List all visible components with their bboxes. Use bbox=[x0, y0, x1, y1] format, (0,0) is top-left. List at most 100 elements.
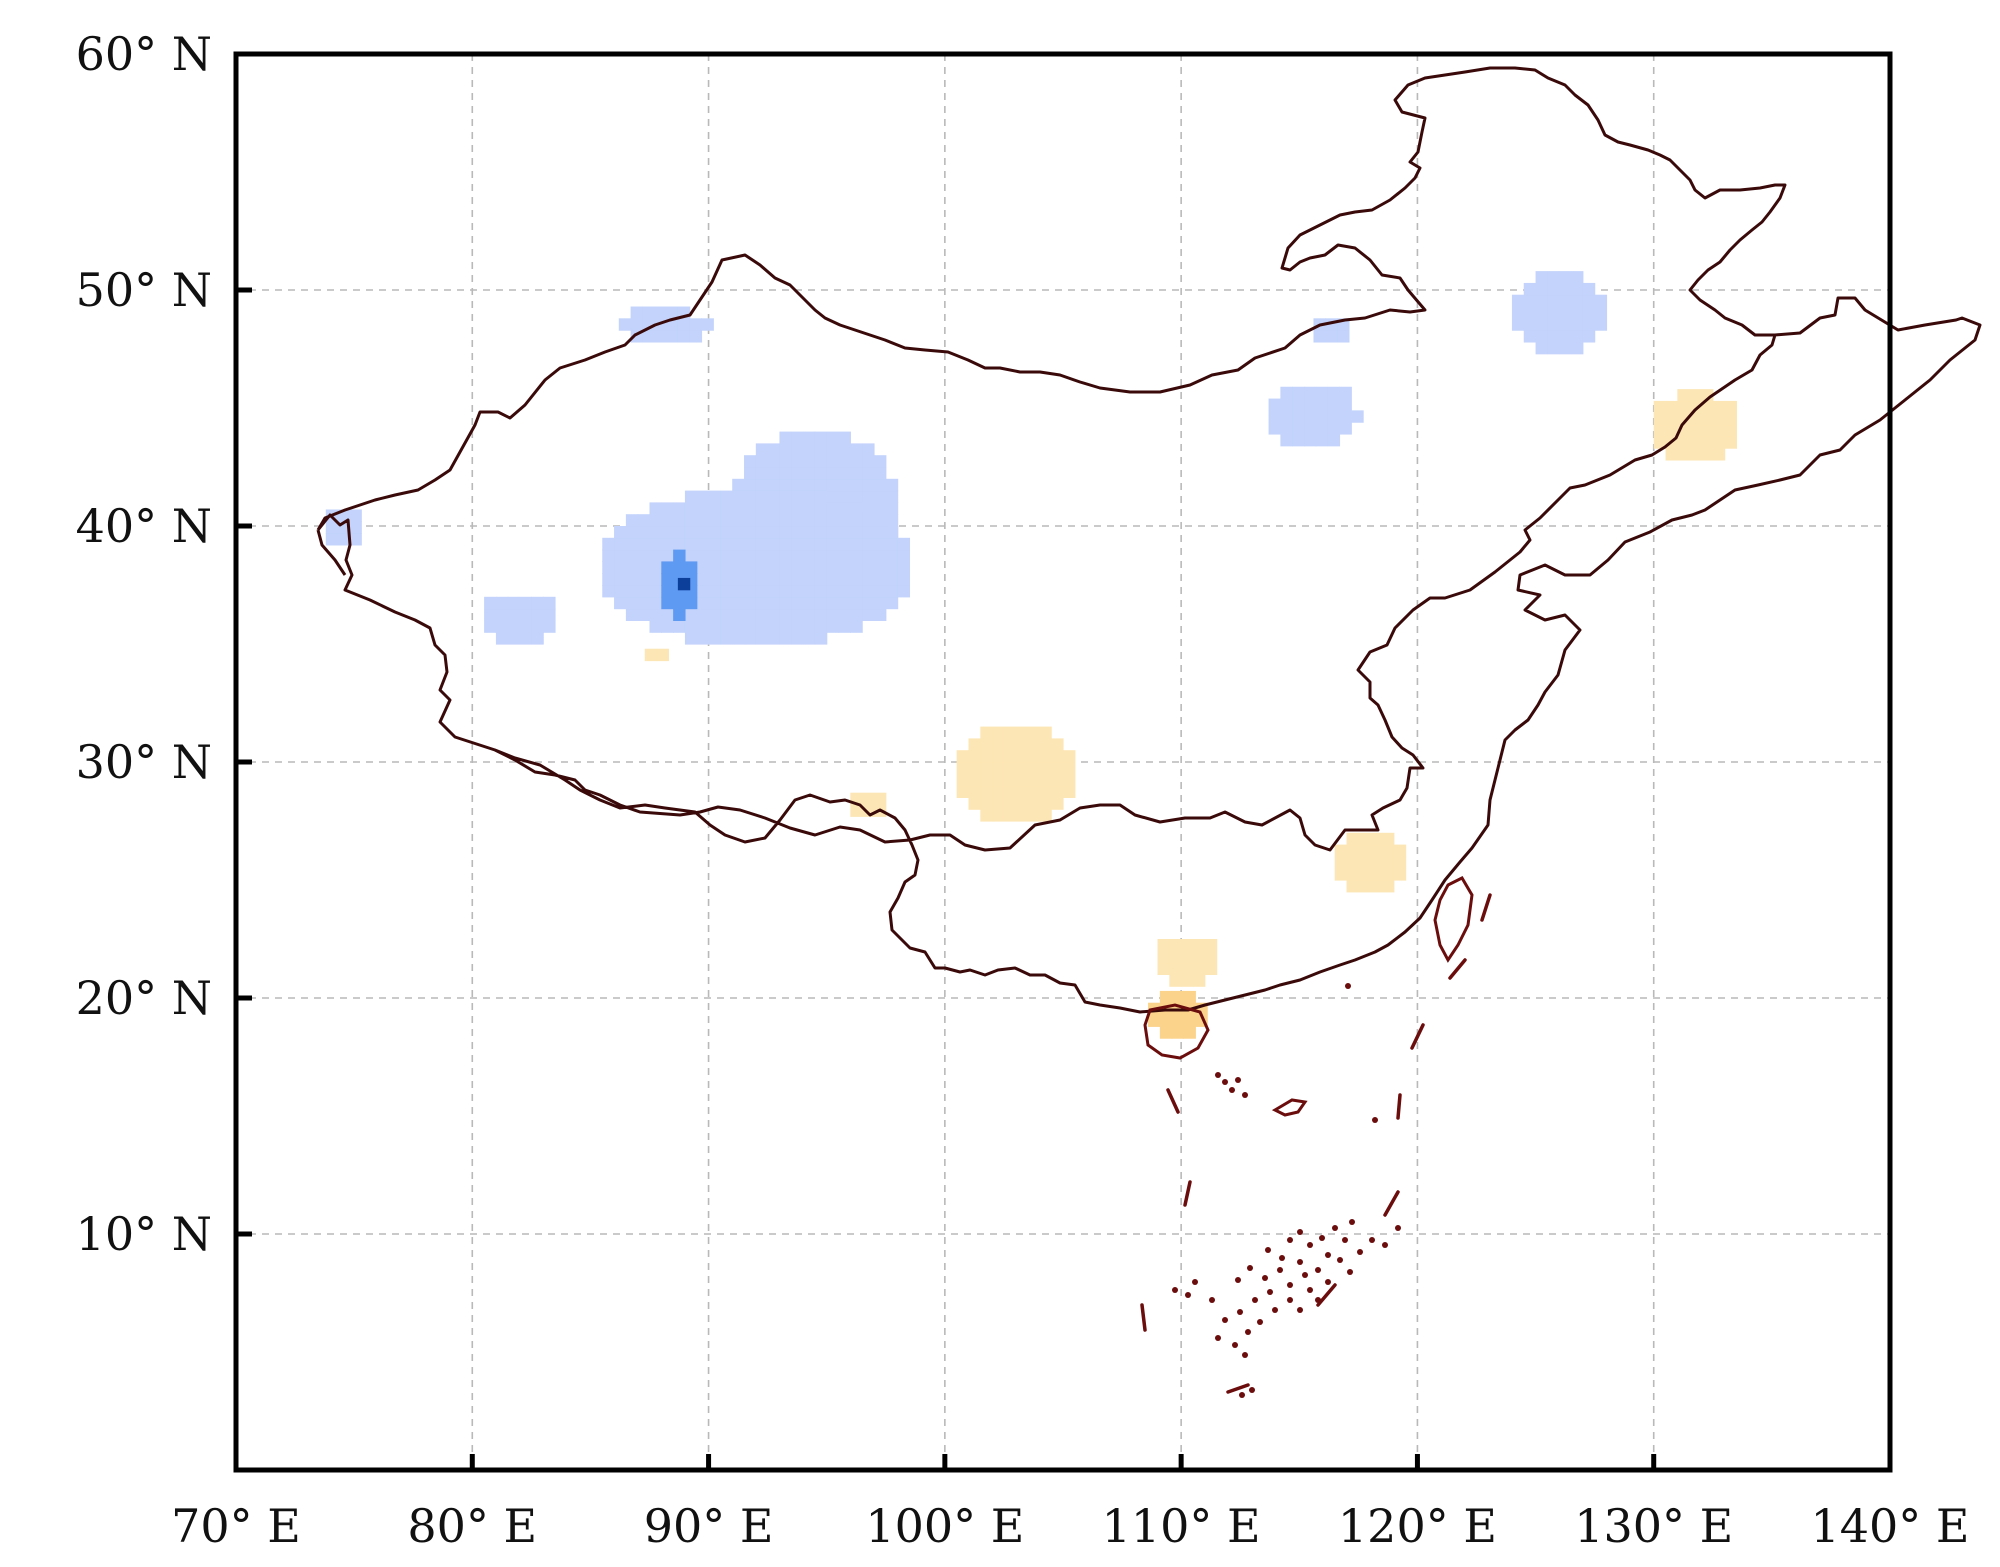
anomaly-cell bbox=[1689, 424, 1702, 437]
anomaly-cell bbox=[720, 514, 733, 527]
anomaly-cell bbox=[696, 632, 710, 645]
anomaly-cell bbox=[980, 750, 993, 763]
anomaly-cell bbox=[755, 608, 769, 621]
anomaly-cell bbox=[732, 514, 745, 527]
mainland-border bbox=[316, 296, 1982, 1014]
anomaly-cell bbox=[1700, 412, 1714, 426]
anomaly-cell bbox=[649, 514, 662, 527]
anomaly-cell bbox=[897, 561, 911, 574]
anomaly-cell bbox=[814, 467, 828, 480]
anomaly-cell bbox=[1337, 330, 1350, 343]
anomaly-cell bbox=[814, 573, 828, 586]
anomaly-cell bbox=[720, 596, 733, 610]
anomaly-cell bbox=[992, 785, 1005, 798]
anomaly-cell bbox=[649, 549, 662, 562]
anomaly-cell bbox=[755, 573, 769, 586]
anomaly-cell bbox=[826, 620, 840, 633]
anomaly-cell bbox=[1535, 282, 1548, 296]
anomaly-cell bbox=[661, 585, 674, 598]
anomaly-heilongjiang bbox=[1511, 271, 1608, 355]
anomaly-cell bbox=[755, 490, 769, 503]
anomaly-cell bbox=[873, 561, 887, 574]
anomaly-cell bbox=[1523, 282, 1537, 296]
anomaly-cell bbox=[484, 620, 497, 633]
anomaly-cell bbox=[826, 443, 840, 456]
anomaly-cell bbox=[1315, 398, 1329, 411]
anomaly-cell bbox=[1653, 436, 1667, 449]
anomaly-cell bbox=[1665, 448, 1678, 461]
anomaly-cell bbox=[980, 797, 993, 810]
x-tick-label: 120° E bbox=[1338, 1499, 1497, 1553]
anomaly-cell bbox=[732, 632, 745, 645]
anomaly-cell bbox=[838, 537, 851, 551]
anomaly-cell bbox=[677, 577, 691, 591]
anomaly-cell bbox=[1523, 330, 1537, 343]
anomaly-cell bbox=[1370, 856, 1383, 869]
anomaly-cell bbox=[1724, 436, 1738, 449]
anomaly-cell bbox=[1358, 868, 1371, 881]
anomaly-cell bbox=[779, 632, 792, 645]
anomaly-cell bbox=[673, 549, 686, 562]
anomaly-cell bbox=[1304, 410, 1317, 423]
anomaly-cell bbox=[1535, 294, 1548, 308]
anomaly-cell bbox=[1192, 939, 1206, 952]
anomaly-cell bbox=[850, 526, 863, 539]
anomaly-northeast-coast bbox=[1653, 389, 1738, 461]
anomaly-cell bbox=[744, 514, 757, 527]
island-dot bbox=[1297, 1229, 1303, 1235]
anomaly-cell bbox=[1346, 856, 1359, 869]
anomaly-cell bbox=[885, 585, 899, 598]
island-dot bbox=[1302, 1272, 1308, 1278]
anomaly-cell bbox=[1547, 318, 1560, 331]
anomaly-cell bbox=[897, 585, 911, 598]
anomaly-cell bbox=[826, 608, 840, 621]
anomaly-cell bbox=[885, 561, 899, 574]
anomaly-cell bbox=[779, 490, 792, 503]
anomaly-cell bbox=[1358, 832, 1371, 846]
anomaly-cell bbox=[1027, 809, 1040, 822]
island-dot bbox=[1357, 1249, 1363, 1255]
anomaly-cell bbox=[1358, 844, 1371, 857]
anomaly-cell bbox=[732, 561, 745, 574]
anomaly-cell bbox=[791, 514, 804, 527]
anomaly-cell bbox=[602, 537, 615, 551]
anomaly-cell bbox=[862, 792, 875, 806]
anomaly-cell bbox=[992, 773, 1005, 787]
anomaly-cell bbox=[696, 549, 710, 562]
anomaly-cell bbox=[791, 455, 804, 468]
anomaly-cell bbox=[968, 773, 981, 787]
anomaly-cell bbox=[637, 514, 651, 527]
island-dot bbox=[1192, 1279, 1198, 1285]
anomaly-cell bbox=[862, 608, 875, 621]
anomaly-cell bbox=[637, 549, 651, 562]
anomaly-cell bbox=[1183, 1026, 1196, 1039]
longitude-labels: 70° E 80° E 90° E 100° E 110° E 120° E 130° E 1… bbox=[171, 1499, 1969, 1553]
anomaly-cell bbox=[637, 561, 651, 574]
anomaly-cell bbox=[1171, 990, 1185, 1004]
anomaly-cell bbox=[862, 514, 875, 527]
anomaly-cell bbox=[1665, 424, 1678, 437]
anomaly-cell bbox=[1511, 294, 1525, 308]
anomaly-cell bbox=[1063, 750, 1076, 763]
anomaly-cell bbox=[850, 455, 863, 468]
anomaly-cell bbox=[1700, 424, 1714, 437]
anomaly-cell bbox=[1712, 412, 1726, 426]
anomaly-cell bbox=[803, 455, 816, 468]
anomaly-cell bbox=[1204, 962, 1218, 975]
anomaly-cell bbox=[1015, 797, 1029, 810]
anomaly-cell bbox=[1280, 422, 1293, 435]
anomaly-cell bbox=[767, 608, 781, 621]
anomaly-cell bbox=[803, 443, 816, 456]
anomaly-cell bbox=[803, 632, 816, 645]
anomaly-cell bbox=[850, 549, 863, 562]
anomaly-cell bbox=[1304, 386, 1317, 400]
anomaly-cell bbox=[642, 306, 655, 319]
anomaly-cell bbox=[720, 537, 733, 551]
anomaly-cell bbox=[1051, 762, 1064, 775]
anomaly-cell bbox=[838, 467, 851, 480]
anomaly-cell bbox=[1689, 436, 1702, 449]
anomaly-cell bbox=[1571, 318, 1584, 331]
anomaly-cell bbox=[1334, 868, 1348, 881]
anomaly-cell bbox=[838, 526, 851, 539]
island-dot bbox=[1245, 1329, 1251, 1335]
